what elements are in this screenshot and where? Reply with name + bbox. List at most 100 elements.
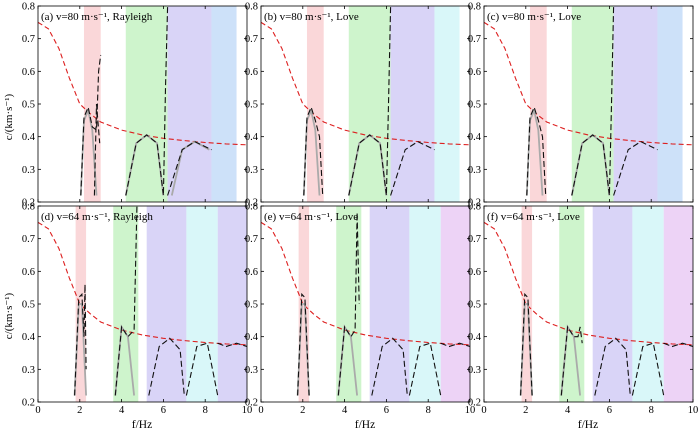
x-tick-label: 4 — [565, 405, 571, 416]
series-data-4 — [631, 342, 665, 396]
x-tick-label: 10 — [242, 405, 253, 416]
y-tick-label: 0.7 — [22, 34, 35, 45]
series-data-2 — [337, 212, 360, 396]
x-tick-label: 4 — [342, 405, 348, 416]
band-purple-2 — [369, 206, 410, 402]
y-tick-label: 0.6 — [22, 67, 35, 78]
series-model — [484, 21, 693, 146]
y-tick-label: 0.4 — [22, 132, 36, 143]
series-group — [261, 6, 470, 196]
x-tick-label: 8 — [203, 405, 208, 416]
series-data-3 — [594, 337, 631, 396]
band-purple-2 — [592, 206, 633, 402]
y-tick-label: 0.7 — [245, 234, 258, 245]
x-tick-label: 4 — [119, 405, 125, 416]
panel-title: (d) v=64 m·s⁻¹, Rayleigh — [41, 211, 153, 223]
series-data-5 — [663, 342, 693, 348]
y-tick-label: 0.2 — [245, 398, 258, 409]
y-tick-label: 0.6 — [468, 267, 481, 278]
y-tick-label: 0.5 — [468, 100, 481, 111]
band-purple-4 — [217, 206, 247, 402]
y-tick-label: 0.2 — [468, 398, 481, 409]
band-purple-2 — [167, 6, 212, 202]
y-tick-label: 0.4 — [245, 132, 259, 143]
panel-title: (c) v=80 m·s⁻¹, Love — [487, 11, 581, 23]
series-model — [38, 221, 247, 346]
band-purple-2 — [613, 6, 658, 202]
x-tick-label: 0 — [481, 405, 486, 416]
y-tick-label: 0.7 — [22, 234, 35, 245]
y-axis-label-bottom: c/(km·s⁻¹) — [3, 292, 15, 339]
x-tick-label: 10 — [688, 405, 699, 416]
y-tick-label: 0.3 — [468, 165, 481, 176]
y-tick-label: 0.8 — [245, 2, 258, 13]
panel-d: 0 2 4 6 8 10 0.2 0.3 0.4 0.5 0.6 0.7 0.8 (d) v=64 m·s… — [22, 202, 253, 417]
y-tick-label: 0.5 — [245, 300, 258, 311]
y-tick-label: 0.8 — [22, 202, 35, 213]
y-tick-label: 0.7 — [245, 34, 258, 45]
series-data-3 — [390, 140, 435, 196]
panel-e: 0 2 4 6 8 100.20.30.40.50.60.70.8(e) v=64 m·s… — [245, 202, 475, 417]
y-tick-label: 0.8 — [468, 2, 481, 13]
series-data-3 — [167, 140, 212, 196]
y-axis-label-top: c/(km·s⁻¹) — [3, 93, 15, 140]
x-tick-label: 10 — [465, 405, 476, 416]
series-model — [261, 221, 470, 346]
y-tick-label: 0.6 — [245, 67, 258, 78]
y-tick-label: 0.3 — [22, 165, 35, 176]
panel-f: 0 2 4 6 8 100.20.30.40.50.60.70.8(f) v=64 m·s… — [468, 202, 698, 417]
y-tick-label: 0.7 — [468, 234, 481, 245]
x-axis-label-d: f/Hz — [132, 419, 152, 431]
y-tick-label: 0.4 — [22, 332, 36, 343]
panel-title: (e) v=64 m·s⁻¹, Love — [264, 211, 358, 223]
y-tick-label: 0.2 — [22, 398, 35, 409]
series-data-2 — [560, 325, 583, 396]
panel-c: 0.2 0.3 0.4 0.5 0.6 0.7 0.8 (c) v=80 m·s⁻¹, Lov… — [468, 2, 694, 209]
band-purple-2 — [390, 6, 435, 202]
y-tick-label: 0.3 — [22, 365, 35, 376]
band-red-0 — [83, 6, 101, 202]
panel-a: 0.2 0.3 0.4 0.5 0.6 0.7 0.8 (a) v=80 m·s⁻¹, Ray… — [22, 2, 248, 209]
panel-title: (b) v=80 m·s⁻¹, Love — [264, 11, 359, 23]
y-tick-label: 0.7 — [468, 34, 481, 45]
series-group — [484, 221, 693, 396]
band-blue-3 — [657, 6, 683, 202]
band-red-0 — [306, 6, 324, 202]
y-tick-label: 0.5 — [468, 300, 481, 311]
panel-title: (f) v=64 m·s⁻¹, Love — [487, 211, 580, 223]
y-tick-label: 0.3 — [245, 165, 258, 176]
series-data-4 — [185, 342, 219, 396]
y-tick-label: 0.5 — [245, 100, 258, 111]
x-tick-label: 2 — [77, 405, 82, 416]
x-tick-label: 6 — [384, 405, 389, 416]
y-tick-label: 0.5 — [22, 100, 35, 111]
y-tick-label: 0.8 — [468, 202, 481, 213]
series-data-5 — [217, 342, 247, 348]
series-data-1 — [74, 284, 87, 396]
y-tick-label: 0.6 — [22, 267, 35, 278]
series-data-1 — [80, 54, 102, 196]
series-data-2 — [114, 206, 138, 396]
series-data-3 — [371, 337, 408, 396]
series-model — [38, 21, 247, 146]
y-tick-label: 0.5 — [22, 300, 35, 311]
y-tick-label: 0.8 — [245, 202, 258, 213]
panel-title: (a) v=80 m·s⁻¹, Rayleigh — [41, 11, 153, 23]
series-model — [261, 21, 470, 146]
y-tick-label: 0.3 — [468, 365, 481, 376]
y-tick-label: 0.2 — [245, 198, 258, 209]
band-cyan-3 — [409, 206, 441, 402]
band-cyan-3 — [632, 206, 664, 402]
x-tick-label: 2 — [300, 405, 305, 416]
x-tick-label: 0 — [35, 405, 40, 416]
series-data-1b — [93, 103, 101, 196]
x-tick-label: 8 — [649, 405, 654, 416]
series-model — [484, 221, 693, 346]
x-tick-label: 6 — [161, 405, 166, 416]
x-tick-label: 0 — [258, 405, 263, 416]
y-tick-label: 0.3 — [245, 365, 258, 376]
series-data-1 — [520, 292, 533, 396]
series-data-5 — [440, 342, 470, 348]
y-tick-label: 0.4 — [468, 132, 482, 143]
series-data-3 — [613, 140, 658, 196]
